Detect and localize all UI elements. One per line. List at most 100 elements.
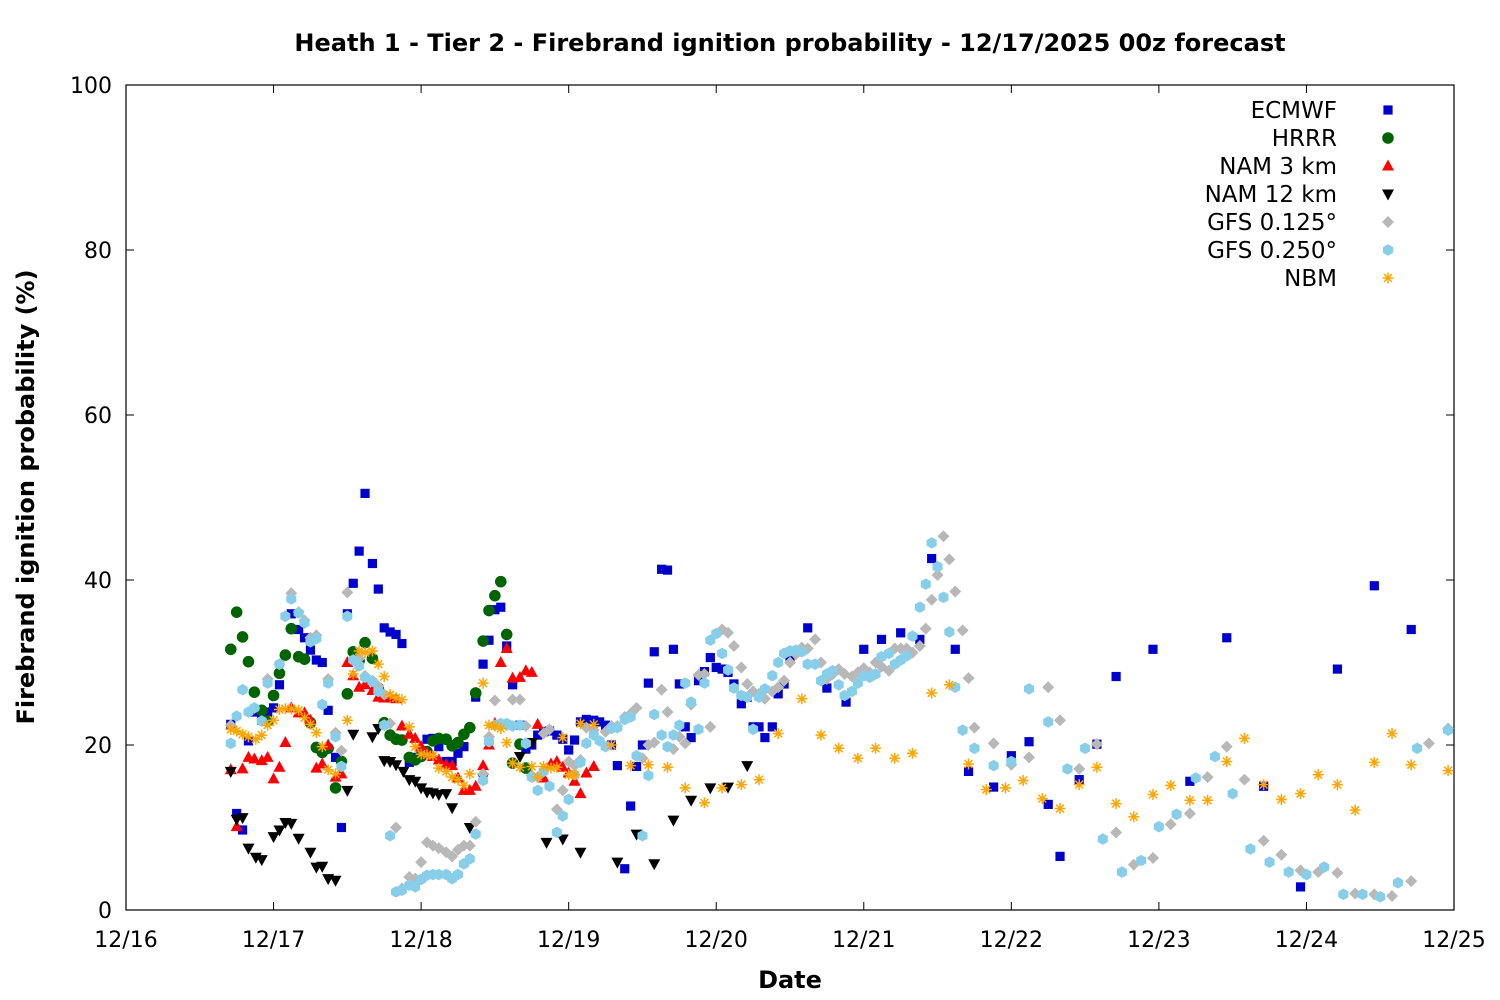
data-point: [384, 689, 396, 701]
data-point: [484, 635, 494, 645]
data-point: [643, 769, 654, 782]
data-point: [674, 679, 684, 689]
data-point: [1190, 772, 1201, 784]
data-point: [248, 686, 261, 698]
data-point: [299, 617, 310, 629]
data-point: [242, 731, 254, 743]
data-point: [304, 718, 316, 730]
legend-marker: [1382, 132, 1394, 144]
data-point: [293, 704, 305, 716]
data-point: [330, 730, 341, 743]
data-point: [556, 784, 569, 797]
data-point: [232, 808, 242, 819]
data-point: [372, 658, 384, 670]
data-point: [477, 759, 490, 771]
data-point: [520, 737, 531, 750]
data-point: [611, 857, 624, 869]
data-point: [335, 744, 348, 757]
data-point: [421, 749, 433, 761]
data-point: [1357, 888, 1368, 901]
data-point: [446, 850, 459, 863]
data-point: [267, 832, 280, 844]
data-point: [236, 631, 249, 643]
data-point: [1238, 732, 1250, 744]
data-point: [717, 647, 728, 660]
data-point: [1257, 834, 1270, 847]
data-point: [279, 703, 291, 715]
data-point: [540, 837, 553, 849]
data-point: [1222, 633, 1232, 643]
data-point: [336, 760, 347, 773]
data-point: [901, 650, 912, 662]
x-tick-label: 12/16: [94, 928, 157, 953]
plot-area: [125, 84, 1455, 911]
data-point: [310, 761, 323, 773]
data-point: [1442, 765, 1454, 777]
data-point: [1148, 644, 1158, 654]
data-point: [267, 689, 280, 702]
data-point: [262, 719, 274, 731]
legend-label: HRRR: [1272, 126, 1337, 152]
data-point: [273, 825, 286, 837]
data-point: [256, 729, 268, 741]
data-point: [1405, 759, 1417, 771]
data-point: [662, 761, 674, 773]
data-point: [367, 675, 378, 688]
data-point: [1017, 774, 1029, 786]
data-point: [668, 644, 679, 654]
data-point: [397, 638, 407, 649]
data-point: [1171, 808, 1182, 821]
data-point: [293, 607, 304, 619]
data-point: [440, 789, 453, 801]
data-point: [464, 768, 476, 780]
data-point: [323, 705, 333, 715]
data-point: [626, 801, 636, 811]
data-point: [359, 647, 371, 659]
data-point: [348, 578, 358, 588]
series-gfs-0-250-: [225, 537, 1454, 903]
legend-marker: [1382, 244, 1394, 256]
data-point: [513, 752, 526, 764]
data-point: [772, 727, 784, 739]
data-point: [767, 722, 777, 732]
data-point: [920, 578, 931, 590]
data-point: [1331, 866, 1344, 879]
x-tick-label: 12/19: [537, 928, 600, 953]
data-point: [395, 719, 408, 731]
data-point: [937, 530, 950, 543]
data-point: [384, 757, 397, 768]
data-point: [753, 691, 765, 703]
data-point: [1146, 852, 1159, 865]
data-point: [1147, 789, 1159, 800]
data-point: [1024, 737, 1034, 747]
data-point: [919, 622, 932, 635]
data-point: [477, 677, 489, 689]
data-point: [704, 783, 717, 795]
data-point: [963, 758, 975, 770]
series-ecmwf: [226, 488, 1416, 892]
data-point: [385, 829, 396, 842]
data-point: [674, 719, 685, 731]
data-point: [335, 767, 348, 779]
data-point: [433, 762, 445, 774]
data-point: [907, 630, 918, 642]
data-point: [268, 714, 280, 726]
data-point: [988, 759, 999, 772]
data-point: [366, 732, 379, 744]
data-point: [767, 669, 778, 682]
data-point: [1185, 776, 1195, 786]
data-point: [728, 682, 739, 694]
data-point: [273, 667, 286, 680]
data-point: [759, 683, 770, 695]
data-point: [1153, 820, 1164, 833]
data-point: [310, 727, 322, 739]
data-point: [698, 668, 711, 681]
data-point: [685, 795, 698, 807]
data-point: [452, 736, 464, 749]
data-point: [415, 783, 428, 795]
data-point: [600, 720, 611, 730]
x-tick-label: 12/24: [1275, 928, 1338, 953]
data-point: [544, 780, 555, 793]
data-point: [317, 698, 328, 711]
data-point: [237, 825, 248, 835]
